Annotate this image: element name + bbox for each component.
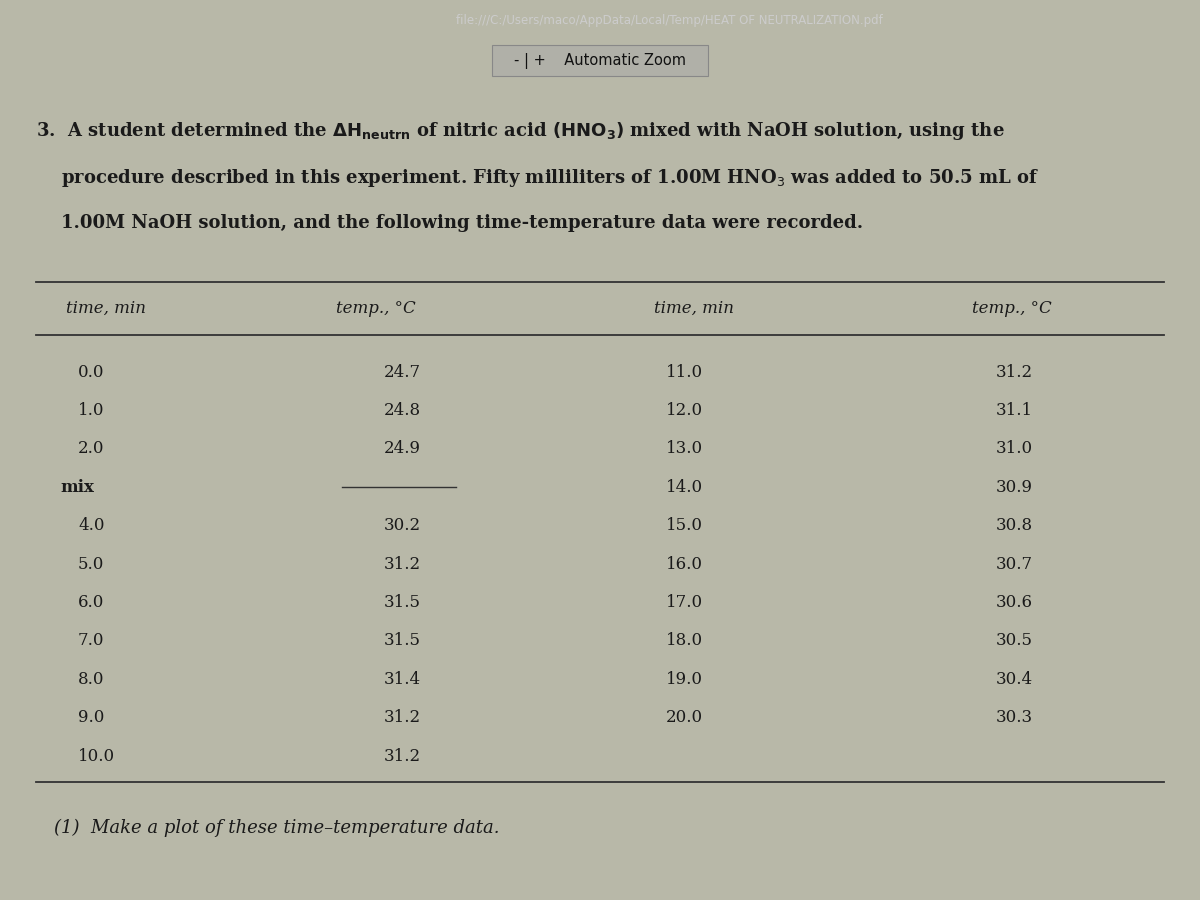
Text: 5.0: 5.0 bbox=[78, 555, 104, 572]
Text: 7.0: 7.0 bbox=[78, 633, 104, 650]
Text: 24.7: 24.7 bbox=[384, 364, 421, 381]
Text: 20.0: 20.0 bbox=[666, 709, 703, 726]
Text: time, min: time, min bbox=[654, 301, 734, 318]
Text: - | +    Automatic Zoom: - | + Automatic Zoom bbox=[514, 53, 686, 69]
Text: 10.0: 10.0 bbox=[78, 748, 115, 765]
Text: 13.0: 13.0 bbox=[666, 440, 703, 457]
Text: mix: mix bbox=[60, 479, 94, 496]
Text: 16.0: 16.0 bbox=[666, 555, 703, 572]
Text: 31.4: 31.4 bbox=[384, 670, 421, 688]
Text: 19.0: 19.0 bbox=[666, 670, 703, 688]
Text: 12.0: 12.0 bbox=[666, 402, 703, 419]
Text: 30.6: 30.6 bbox=[996, 594, 1033, 611]
Text: 14.0: 14.0 bbox=[666, 479, 703, 496]
Text: 31.5: 31.5 bbox=[384, 633, 421, 650]
Text: 18.0: 18.0 bbox=[666, 633, 703, 650]
Text: 31.2: 31.2 bbox=[384, 748, 421, 765]
Text: 1.00M NaOH solution, and the following time-temperature data were recorded.: 1.00M NaOH solution, and the following t… bbox=[36, 214, 863, 232]
Text: 30.5: 30.5 bbox=[996, 633, 1033, 650]
Text: 1.0: 1.0 bbox=[78, 402, 104, 419]
Text: (1)  Make a plot of these time–temperature data.: (1) Make a plot of these time–temperatur… bbox=[54, 819, 499, 837]
Text: 30.8: 30.8 bbox=[996, 518, 1033, 535]
Text: 30.9: 30.9 bbox=[996, 479, 1033, 496]
Text: 30.4: 30.4 bbox=[996, 670, 1033, 688]
Text: 30.2: 30.2 bbox=[384, 518, 421, 535]
Text: file:///C:/Users/maco/AppData/Local/Temp/HEAT OF NEUTRALIZATION.pdf: file:///C:/Users/maco/AppData/Local/Temp… bbox=[456, 14, 883, 27]
Text: 31.2: 31.2 bbox=[384, 709, 421, 726]
Text: 9.0: 9.0 bbox=[78, 709, 104, 726]
Text: 2.0: 2.0 bbox=[78, 440, 104, 457]
Text: 30.3: 30.3 bbox=[996, 709, 1033, 726]
Text: 31.2: 31.2 bbox=[996, 364, 1033, 381]
Text: 15.0: 15.0 bbox=[666, 518, 703, 535]
Text: 31.2: 31.2 bbox=[384, 555, 421, 572]
FancyBboxPatch shape bbox=[492, 45, 708, 76]
Text: temp., °C: temp., °C bbox=[972, 301, 1051, 318]
Text: 30.7: 30.7 bbox=[996, 555, 1033, 572]
Text: 24.9: 24.9 bbox=[384, 440, 421, 457]
Text: 8.0: 8.0 bbox=[78, 670, 104, 688]
Text: 4.0: 4.0 bbox=[78, 518, 104, 535]
Text: 31.1: 31.1 bbox=[996, 402, 1033, 419]
Text: 17.0: 17.0 bbox=[666, 594, 703, 611]
Text: 6.0: 6.0 bbox=[78, 594, 104, 611]
Text: 24.8: 24.8 bbox=[384, 402, 421, 419]
Text: temp., °C: temp., °C bbox=[336, 301, 415, 318]
Text: 31.5: 31.5 bbox=[384, 594, 421, 611]
Text: 0.0: 0.0 bbox=[78, 364, 104, 381]
Text: 11.0: 11.0 bbox=[666, 364, 703, 381]
Text: 31.0: 31.0 bbox=[996, 440, 1033, 457]
Text: time, min: time, min bbox=[66, 301, 146, 318]
Text: procedure described in this experiment. Fifty milliliters of 1.00M HNO$_3$ was a: procedure described in this experiment. … bbox=[36, 167, 1039, 189]
Text: 3.  A student determined the $\mathbf{\Delta H_{neutrn}}$ of nitric acid $\mathb: 3. A student determined the $\mathbf{\De… bbox=[36, 120, 1004, 141]
